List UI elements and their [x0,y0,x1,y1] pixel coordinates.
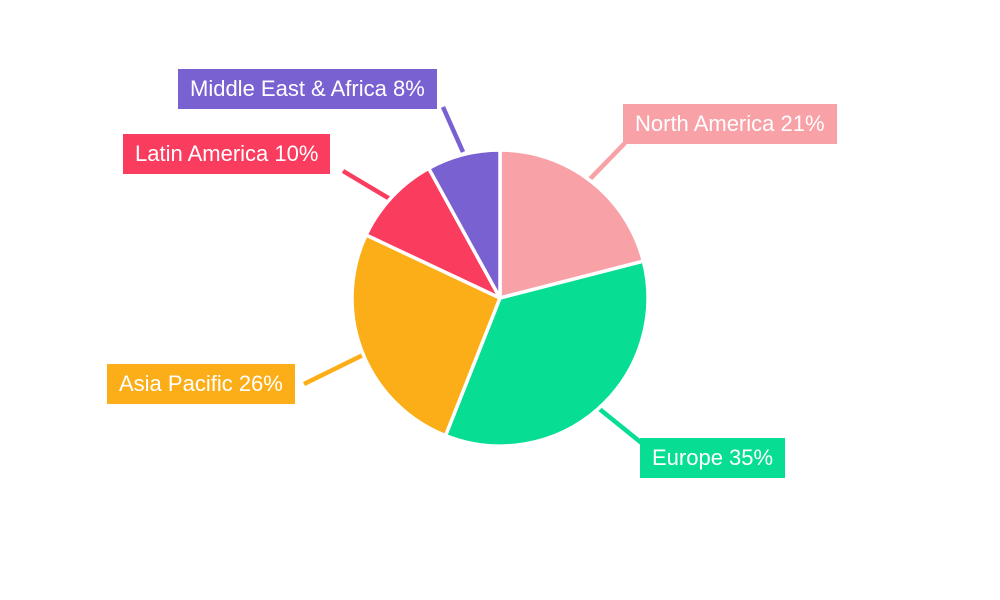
pie-slice-middle-east-africa[interactable] [426,148,502,300]
callout-label-north-america: North America 21% [623,104,837,144]
leader-line-latin-america [341,169,397,204]
leader-line-asia-pacific [303,352,364,387]
callout-label-europe: Europe 35% [640,438,786,478]
pie-slice-latin-america[interactable] [364,166,502,300]
leader-line-middle-east-africa [440,106,466,153]
pie-slice-north-america[interactable] [498,148,646,300]
pie-slice-asia-pacific[interactable] [350,233,502,438]
leader-line-north-america [588,141,627,181]
pie-slice-europe[interactable] [443,259,650,448]
callout-label-asia-pacific: Asia Pacific 26% [107,364,295,404]
callout-label-latin-america: Latin America 10% [123,134,331,174]
callout-label-middle-east-africa: Middle East & Africa 8% [178,69,437,109]
